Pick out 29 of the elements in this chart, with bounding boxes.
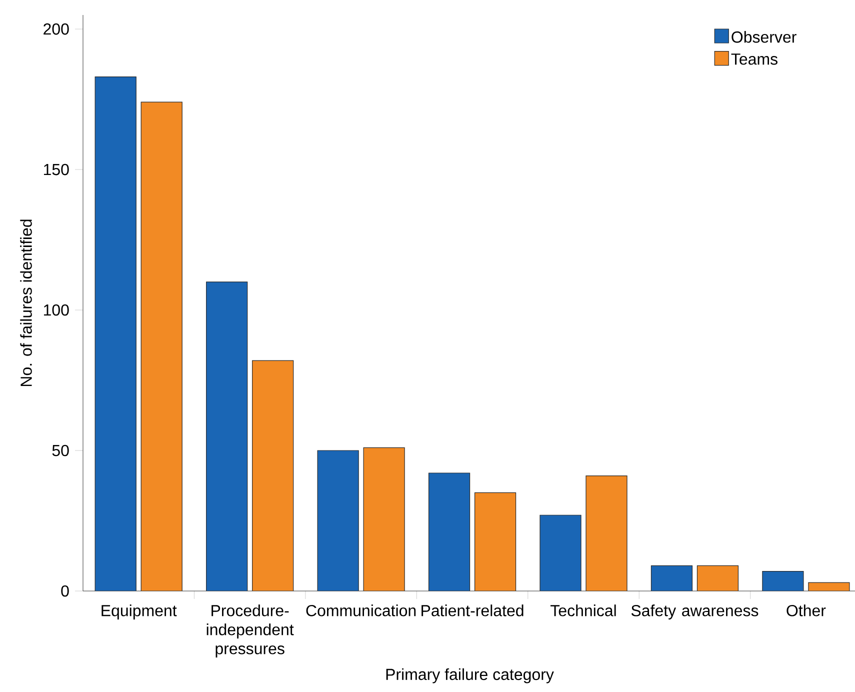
y-tick-label: 100 [44,304,69,316]
y-tick-label: 0 [61,585,69,597]
bar [206,282,248,591]
legend-label: Observer [732,31,796,43]
x-tick-label: Other [786,604,826,616]
x-axis-title: Primary failure category [386,668,554,684]
bar [540,514,582,591]
bar [363,447,405,591]
y-tick-label: 150 [44,164,69,176]
x-tick-label: Technical [550,604,616,616]
bar [762,571,804,591]
bar [140,102,182,591]
bar [474,492,516,591]
y-axis-title: No. of failures identified [20,220,32,386]
bar [650,565,693,591]
bar [94,76,136,591]
bar [252,360,294,591]
x-tick-label: Safety awareness [631,604,758,620]
x-tick-label: Patient-related [422,604,524,616]
y-tick-label: 50 [52,444,69,456]
x-tick-label: Procedure-independent pressures [206,604,294,658]
x-tick-label: Equipment [102,604,177,620]
legend-label: Teams [731,54,778,65]
bar [428,472,470,591]
bar [317,450,359,591]
bar [586,476,628,591]
bar [696,565,739,591]
x-tick-label: Communication [306,604,416,616]
y-tick-label: 200 [44,23,69,35]
